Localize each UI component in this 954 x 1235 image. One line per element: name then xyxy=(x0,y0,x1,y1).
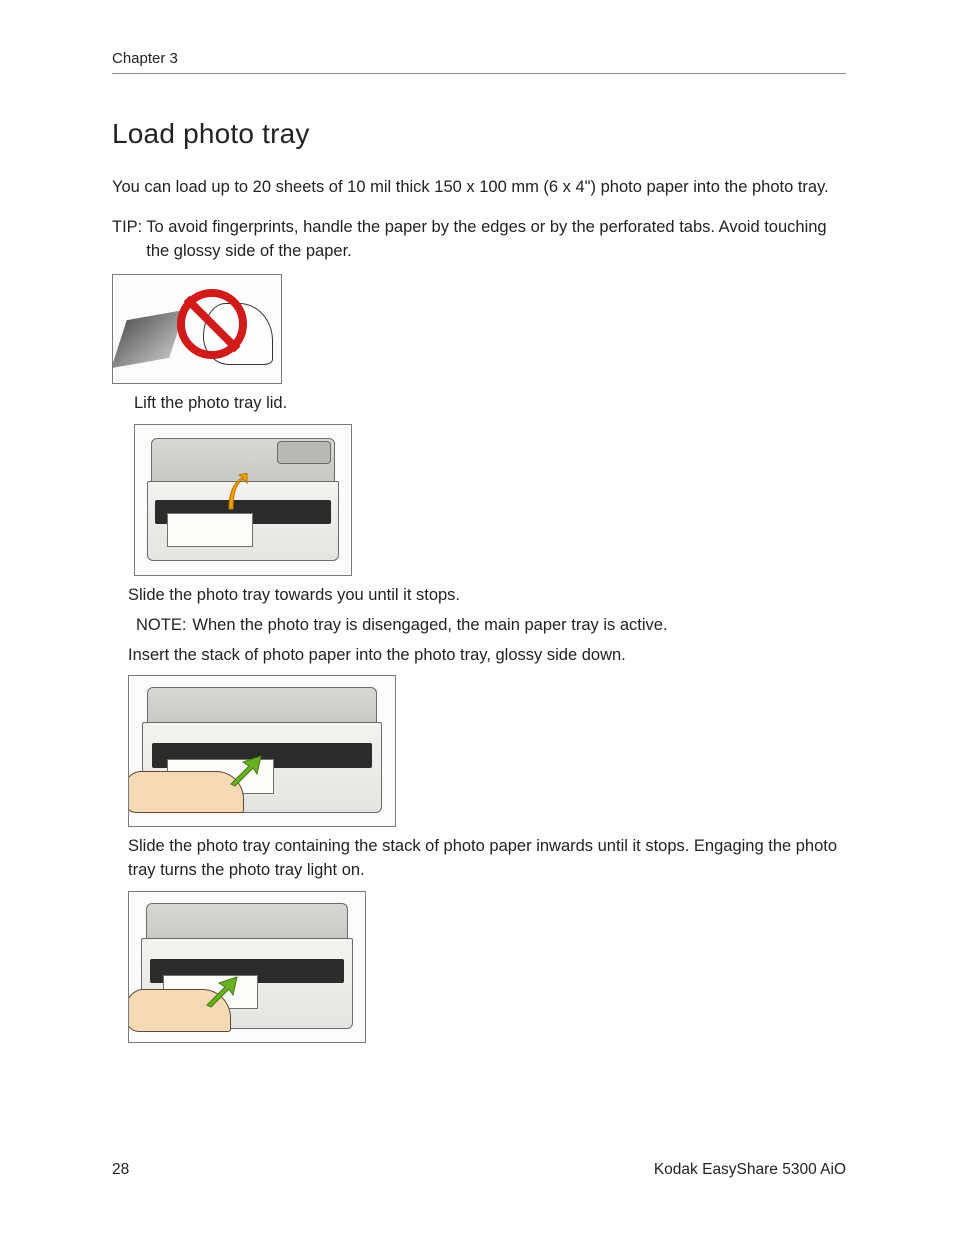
lift-arrow-icon xyxy=(223,473,251,513)
prohibit-icon xyxy=(177,289,247,359)
printer-panel xyxy=(277,441,331,464)
step-1-text: Lift the photo tray lid. xyxy=(134,392,846,416)
printer-illustration xyxy=(137,900,357,1034)
chapter-label: Chapter 3 xyxy=(112,50,178,67)
tip-block: TIP: To avoid fingerprints, handle the p… xyxy=(112,216,846,264)
running-head: Chapter 3 xyxy=(112,50,846,74)
photo-paper-shape xyxy=(112,310,185,368)
step-3-text: Insert the stack of photo paper into the… xyxy=(128,644,846,668)
note-block: NOTE: When the photo tray is disengaged,… xyxy=(136,614,846,638)
step-2-text: Slide the photo tray towards you until i… xyxy=(128,584,846,608)
photo-tray xyxy=(167,513,253,547)
tip-label: TIP: xyxy=(112,216,146,264)
printer-top xyxy=(147,687,377,727)
page-number: 28 xyxy=(112,1161,129,1179)
figure-lift-lid xyxy=(134,424,846,576)
insert-arrow-icon xyxy=(227,754,263,790)
intro-paragraph: You can load up to 20 sheets of 10 mil t… xyxy=(112,176,846,200)
note-label: NOTE: xyxy=(136,614,192,638)
page-footer: 28 Kodak EasyShare 5300 AiO xyxy=(112,1161,846,1179)
document-page: Chapter 3 Load photo tray You can load u… xyxy=(0,0,954,1235)
step-4-text: Slide the photo tray containing the stac… xyxy=(128,835,846,883)
printer-illustration xyxy=(137,684,387,818)
printer-illustration xyxy=(143,433,343,567)
slide-arrow-icon xyxy=(203,975,239,1011)
figure-insert-paper xyxy=(128,675,846,827)
note-text: When the photo tray is disengaged, the m… xyxy=(192,614,667,638)
figure-slide-in xyxy=(128,891,846,1043)
section-heading: Load photo tray xyxy=(112,118,846,150)
product-name: Kodak EasyShare 5300 AiO xyxy=(654,1161,846,1179)
tip-text: To avoid fingerprints, handle the paper … xyxy=(146,216,846,264)
figure-no-touch xyxy=(112,274,846,384)
printer-top xyxy=(146,903,348,943)
